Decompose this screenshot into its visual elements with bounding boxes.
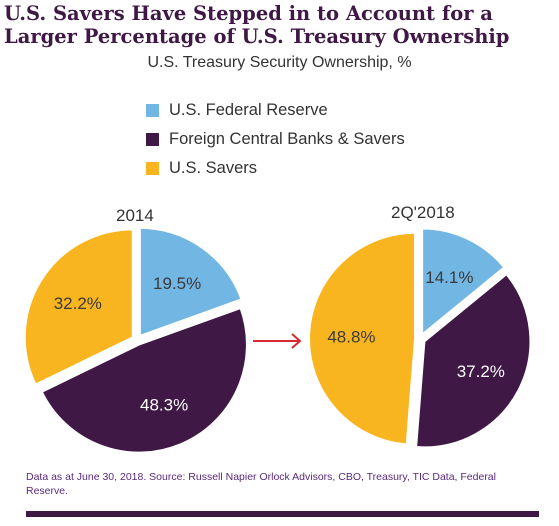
chart-title: U.S. Savers Have Stepped in to Account f… bbox=[4, 2, 556, 48]
pie-2014-slice-federal-reserve bbox=[138, 226, 243, 338]
arrow-head bbox=[291, 333, 302, 349]
pie-2014-slice-foreign bbox=[40, 306, 248, 454]
legend-label-us-savers: U.S. Savers bbox=[169, 159, 258, 177]
legend-swatch-us-savers bbox=[146, 162, 159, 175]
pie-2014-label-us-savers: 32.2% bbox=[54, 294, 102, 313]
legend-swatch-federal-reserve bbox=[146, 104, 159, 117]
legend-swatch-foreign bbox=[146, 133, 159, 146]
pie-2018-label-us-savers: 48.8% bbox=[327, 327, 375, 346]
pie-2018-slice-us-savers bbox=[308, 231, 417, 446]
legend-label-federal-reserve: U.S. Federal Reserve bbox=[169, 101, 328, 119]
legend-item-foreign: Foreign Central Banks & Savers bbox=[146, 125, 405, 154]
pie-2018-slice-foreign bbox=[415, 272, 532, 449]
pie-2014-slice-us-savers bbox=[23, 228, 134, 386]
pie-chart-2018: 14.1% 37.2% 48.8% bbox=[308, 227, 532, 449]
arrow-icon bbox=[253, 333, 302, 349]
pie-2014-label-federal-reserve: 19.5% bbox=[153, 274, 201, 293]
source-footnote: Data as at June 30, 2018. Source: Russel… bbox=[26, 471, 496, 497]
legend-item-us-savers: U.S. Savers bbox=[146, 154, 405, 183]
chart-title-line-1: U.S. Savers Have Stepped in to Account f… bbox=[4, 2, 493, 25]
chart-title-line-2: Larger Percentage of U.S. Treasury Owner… bbox=[4, 25, 510, 48]
chart-subtitle: U.S. Treasury Security Ownership, % bbox=[147, 54, 412, 71]
legend-item-federal-reserve: U.S. Federal Reserve bbox=[146, 96, 405, 125]
pie-2018-slice-federal-reserve bbox=[421, 227, 506, 337]
legend: U.S. Federal Reserve Foreign Central Ban… bbox=[146, 96, 405, 183]
pie-2018-label-foreign: 37.2% bbox=[457, 362, 505, 381]
legend-label-foreign: Foreign Central Banks & Savers bbox=[169, 130, 405, 148]
footer-bar bbox=[26, 511, 539, 517]
pie-2014-label-foreign: 48.3% bbox=[140, 395, 188, 414]
pie-2014-title: 2014 bbox=[116, 206, 154, 225]
pie-2018-label-federal-reserve: 14.1% bbox=[425, 268, 473, 287]
pie-chart-2014: 19.5% 48.3% 32.2% bbox=[23, 226, 248, 454]
pie-2018-title: 2Q'2018 bbox=[391, 203, 455, 222]
